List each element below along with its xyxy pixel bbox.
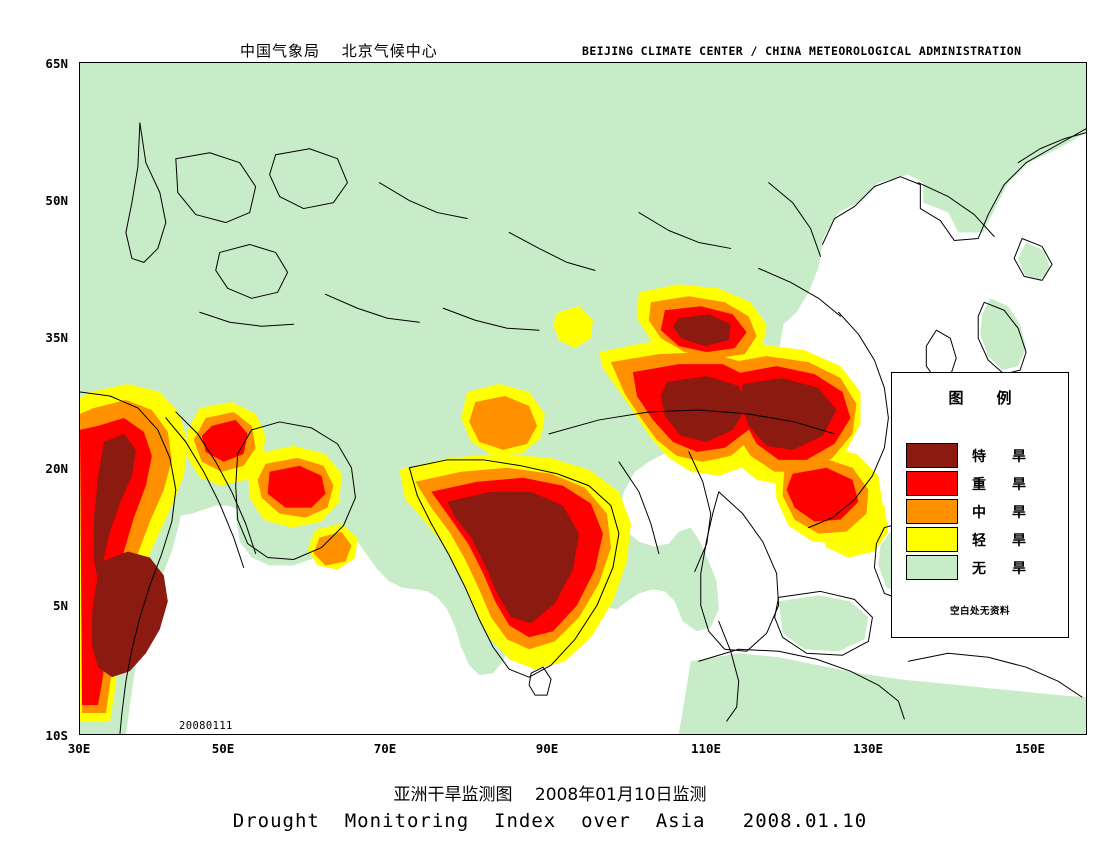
legend-label-light-drought: 轻 旱 [972,533,1032,549]
legend-swatch-severe-drought [906,471,958,496]
legend-row-severe-drought[interactable]: 重 旱 [906,471,1056,496]
caption-cn: 亚洲干旱监测图 2008年01月10日监测 [393,785,707,805]
legend-swatch-moderate-drought [906,499,958,524]
hokkaido-landmass [1018,242,1051,281]
x-axis-tick-30e: 30E [67,741,91,756]
x-axis-tick-130e: 130E [852,741,884,756]
agency-name-cn: 中国气象局 北京气候中心 [240,42,438,60]
y-axis-tick-50n: 50N [45,193,68,208]
y-axis-tick-65n: 65N [45,56,68,71]
x-axis-tick-90e: 90E [535,741,559,756]
date-stamp: 20080111 [179,720,233,732]
y-axis-tick-20n: 20N [45,461,68,476]
x-axis-tick-50e: 50E [211,741,235,756]
map-legend[interactable]: 图 例 特 旱 重 旱 中 旱 轻 旱 无 旱 空白处无资料 [891,372,1069,638]
legend-label-moderate-drought: 中 旱 [972,505,1032,521]
indonesia-landmass [678,653,1086,734]
x-axis-tick-70e: 70E [373,741,397,756]
legend-label-severe-drought: 重 旱 [972,477,1032,493]
drought-map-svg [80,63,1086,734]
drought-extreme-zones [91,314,837,678]
legend-swatch-extreme-drought [906,443,958,468]
legend-swatch-no-drought [906,555,958,580]
legend-note: 空白处无资料 [949,606,1010,617]
legend-swatch-light-drought [906,527,958,552]
agency-name-en: BEIJING CLIMATE CENTER / CHINA METEOROLO… [582,44,1022,58]
y-axis-tick-5n: 5N [52,598,68,613]
map-plot-area[interactable]: 20080111 图 例 特 旱 重 旱 中 旱 轻 旱 无 旱 空白处无资料 [79,62,1087,735]
legend-title: 图 例 [948,389,1021,407]
legend-row-moderate-drought[interactable]: 中 旱 [906,499,1056,524]
y-axis-tick-10s: 10S [45,728,68,743]
legend-label-no-drought: 无 旱 [972,561,1032,577]
borneo-landmass [778,595,869,652]
x-axis-tick-150e: 150E [1014,741,1046,756]
caption-en: Drought Monitoring Index over Asia 2008.… [232,810,868,832]
coastlines-and-borders [80,122,1086,734]
legend-row-no-drought[interactable]: 无 旱 [906,555,1056,580]
x-axis-tick-110e: 110E [690,741,722,756]
japan-landmass [980,298,1027,371]
legend-label-extreme-drought: 特 旱 [972,449,1032,465]
legend-row-light-drought[interactable]: 轻 旱 [906,527,1056,552]
y-axis-tick-35n: 35N [45,330,68,345]
legend-row-extreme-drought[interactable]: 特 旱 [906,443,1056,468]
